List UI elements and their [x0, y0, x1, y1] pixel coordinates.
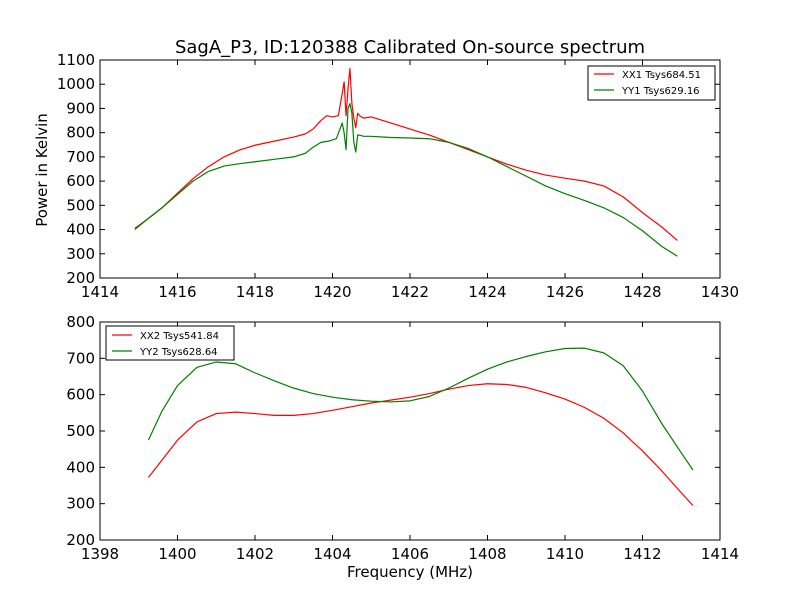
top-ytick-label: 200 — [66, 269, 95, 287]
bottom-ytick-label: 300 — [66, 495, 95, 513]
top-legend: XX1 Tsys684.51 YY1 Tsys629.16 — [587, 65, 716, 101]
bottom-ytick-label: 500 — [66, 422, 95, 440]
bottom-legend-label-yy2: YY2 Tsys628.64 — [139, 347, 218, 358]
bottom-ytick-label: 800 — [66, 313, 95, 331]
top-ytick-label: 900 — [66, 99, 95, 117]
top-xtick-label: 1416 — [158, 283, 196, 301]
bottom-xlabel: Frequency (MHz) — [347, 563, 473, 581]
bottom-xtick-label: 1398 — [81, 545, 119, 563]
bottom-xtick-label: 1410 — [546, 545, 584, 563]
top-series-line-2 — [134, 103, 678, 257]
bottom-xtick-label: 1402 — [236, 545, 274, 563]
top-ytick-label: 300 — [66, 245, 95, 263]
top-legend-box — [587, 65, 716, 101]
bottom-xtick-label: 1406 — [391, 545, 429, 563]
top-ylabel: Power in Kelvin — [33, 113, 51, 227]
bottom-xtick-label: 1412 — [623, 545, 661, 563]
bottom-series-line-1 — [147, 383, 694, 506]
top-xtick-label: 1414 — [81, 283, 119, 301]
bottom-legend-label-xx2: XX2 Tsys541.84 — [140, 331, 219, 342]
top-ytick-label: 500 — [66, 196, 95, 214]
bottom-legend: XX2 Tsys541.84 YY2 Tsys628.64 — [105, 325, 235, 361]
bottom-ytick-label: 200 — [66, 531, 95, 549]
top-ytick-label: 800 — [66, 124, 95, 142]
top-ytick-label: 400 — [66, 221, 95, 239]
bottom-legend-box — [105, 325, 235, 361]
top-panel: SagA_P3, ID:120388 Calibrated On-source … — [33, 37, 739, 301]
bottom-axes-frame — [99, 321, 721, 541]
top-xtick-label: 1422 — [391, 283, 429, 301]
top-ytick-label: 700 — [66, 148, 95, 166]
bottom-ytick-label: 400 — [66, 458, 95, 476]
top-ytick-label: 1000 — [57, 75, 95, 93]
top-ytick-label: 1100 — [57, 51, 95, 69]
top-xtick-label: 1424 — [468, 283, 506, 301]
bottom-xtick-label: 1404 — [313, 545, 351, 563]
bottom-xtick-label: 1408 — [468, 545, 506, 563]
bottom-plot-area: 1398 1400 1402 1404 1406 1408 1410 1412 1414 200 3… — [66, 313, 739, 563]
top-legend-label-xx1: XX1 Tsys684.51 — [622, 70, 701, 81]
top-legend-label-yy1: YY1 Tsys629.16 — [621, 86, 700, 97]
top-xtick-label: 1426 — [546, 283, 584, 301]
bottom-xtick-label: 1414 — [701, 545, 739, 563]
top-axes-frame — [99, 59, 721, 279]
bottom-ytick-label: 600 — [66, 386, 95, 404]
top-series-line-1 — [134, 67, 678, 241]
bottom-panel: Frequency (MHz) 1398 1400 1402 1404 1406 1408… — [66, 313, 739, 581]
top-xtick-label: 1418 — [236, 283, 274, 301]
bottom-series-line-2 — [147, 347, 694, 471]
bottom-ytick-label: 700 — [66, 349, 95, 367]
bottom-xtick-label: 1400 — [158, 545, 196, 563]
top-title: SagA_P3, ID:120388 Calibrated On-source … — [175, 37, 645, 58]
top-xtick-label: 1430 — [701, 283, 739, 301]
top-plot-area: 1414 1416 1418 1420 1422 1424 1426 1428 1430 200 3… — [57, 51, 739, 301]
top-xtick-label: 1428 — [623, 283, 661, 301]
top-xtick-label: 1420 — [313, 283, 351, 301]
top-ytick-label: 600 — [66, 172, 95, 190]
